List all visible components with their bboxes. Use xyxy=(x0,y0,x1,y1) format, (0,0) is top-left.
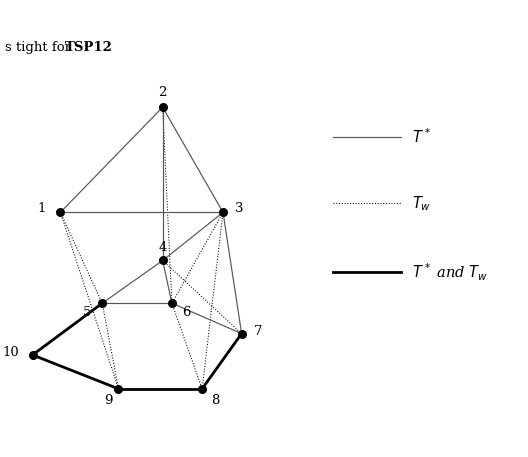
Text: 1: 1 xyxy=(37,202,46,215)
Text: 9: 9 xyxy=(103,394,112,407)
Text: $T_w$: $T_w$ xyxy=(412,194,431,213)
Text: 6: 6 xyxy=(183,306,191,319)
Text: 3: 3 xyxy=(234,202,243,215)
Text: 5: 5 xyxy=(83,306,92,319)
Text: $T^*$: $T^*$ xyxy=(412,128,431,146)
Text: 2: 2 xyxy=(158,86,167,99)
Text: 4: 4 xyxy=(158,241,167,254)
Text: 8: 8 xyxy=(211,394,220,407)
Text: TSP12: TSP12 xyxy=(64,42,112,54)
Text: $T^*$ and $T_w$: $T^*$ and $T_w$ xyxy=(412,261,488,282)
Text: s tight for: s tight for xyxy=(5,42,76,54)
Text: 10: 10 xyxy=(2,346,18,359)
Text: 7: 7 xyxy=(254,325,263,338)
